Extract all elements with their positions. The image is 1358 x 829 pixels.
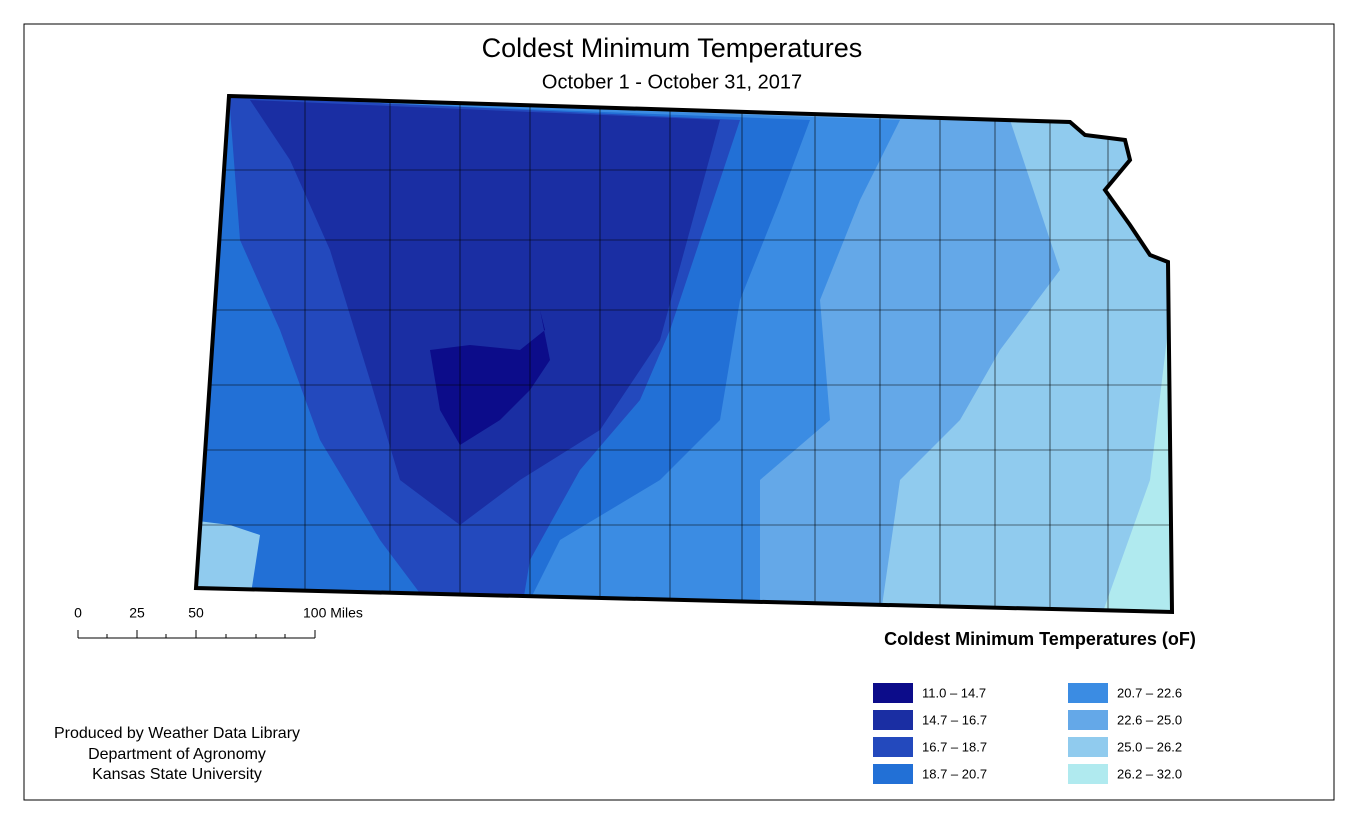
- title: Coldest Minimum Temperatures: [482, 33, 863, 63]
- scale-line: [77, 630, 316, 639]
- legend-swatch: [1068, 737, 1108, 757]
- county-lines: [196, 96, 1172, 612]
- legend-label: 14.7 – 16.7: [922, 712, 987, 727]
- legend-swatch: [1068, 710, 1108, 730]
- scale-label: 50: [188, 605, 204, 621]
- zone: [196, 520, 260, 600]
- legend: 11.0 – 14.7 14.7 – 16.7 16.7 – 18.7 18.7 – …: [873, 683, 1182, 784]
- legend-label: 22.6 – 25.0: [1117, 712, 1182, 727]
- legend-swatch: [873, 710, 913, 730]
- scale-label: 0: [74, 605, 82, 621]
- legend-label: 18.7 – 20.7: [922, 766, 987, 781]
- legend-swatch: [873, 764, 913, 784]
- legend-swatch: [873, 737, 913, 757]
- legend-label: 25.0 – 26.2: [1117, 739, 1182, 754]
- scale-label: 100 Miles: [303, 605, 363, 621]
- legend-swatch: [1068, 683, 1108, 703]
- temperature-zones: [196, 96, 1172, 612]
- zone: [250, 100, 720, 525]
- legend-label: 20.7 – 22.6: [1117, 685, 1182, 700]
- scale-bar: 0 25 50 100 Miles: [74, 605, 363, 639]
- credit: Department of Agronomy: [88, 746, 266, 763]
- credit: Kansas State University: [92, 766, 262, 783]
- legend-title: Coldest Minimum Temperatures (oF): [884, 629, 1196, 649]
- subtitle: October 1 - October 31, 2017: [542, 71, 802, 93]
- legend-label: 11.0 – 14.7: [922, 685, 986, 700]
- scale-label: 25: [129, 605, 145, 621]
- zone: [1100, 330, 1172, 612]
- legend-label: 16.7 – 18.7: [922, 739, 987, 754]
- legend-swatch: [873, 683, 913, 703]
- credit: Produced by Weather Data Library: [54, 725, 300, 742]
- state-outline: [193, 93, 1175, 615]
- legend-label: 26.2 – 32.0: [1117, 766, 1182, 781]
- legend-swatch: [1068, 764, 1108, 784]
